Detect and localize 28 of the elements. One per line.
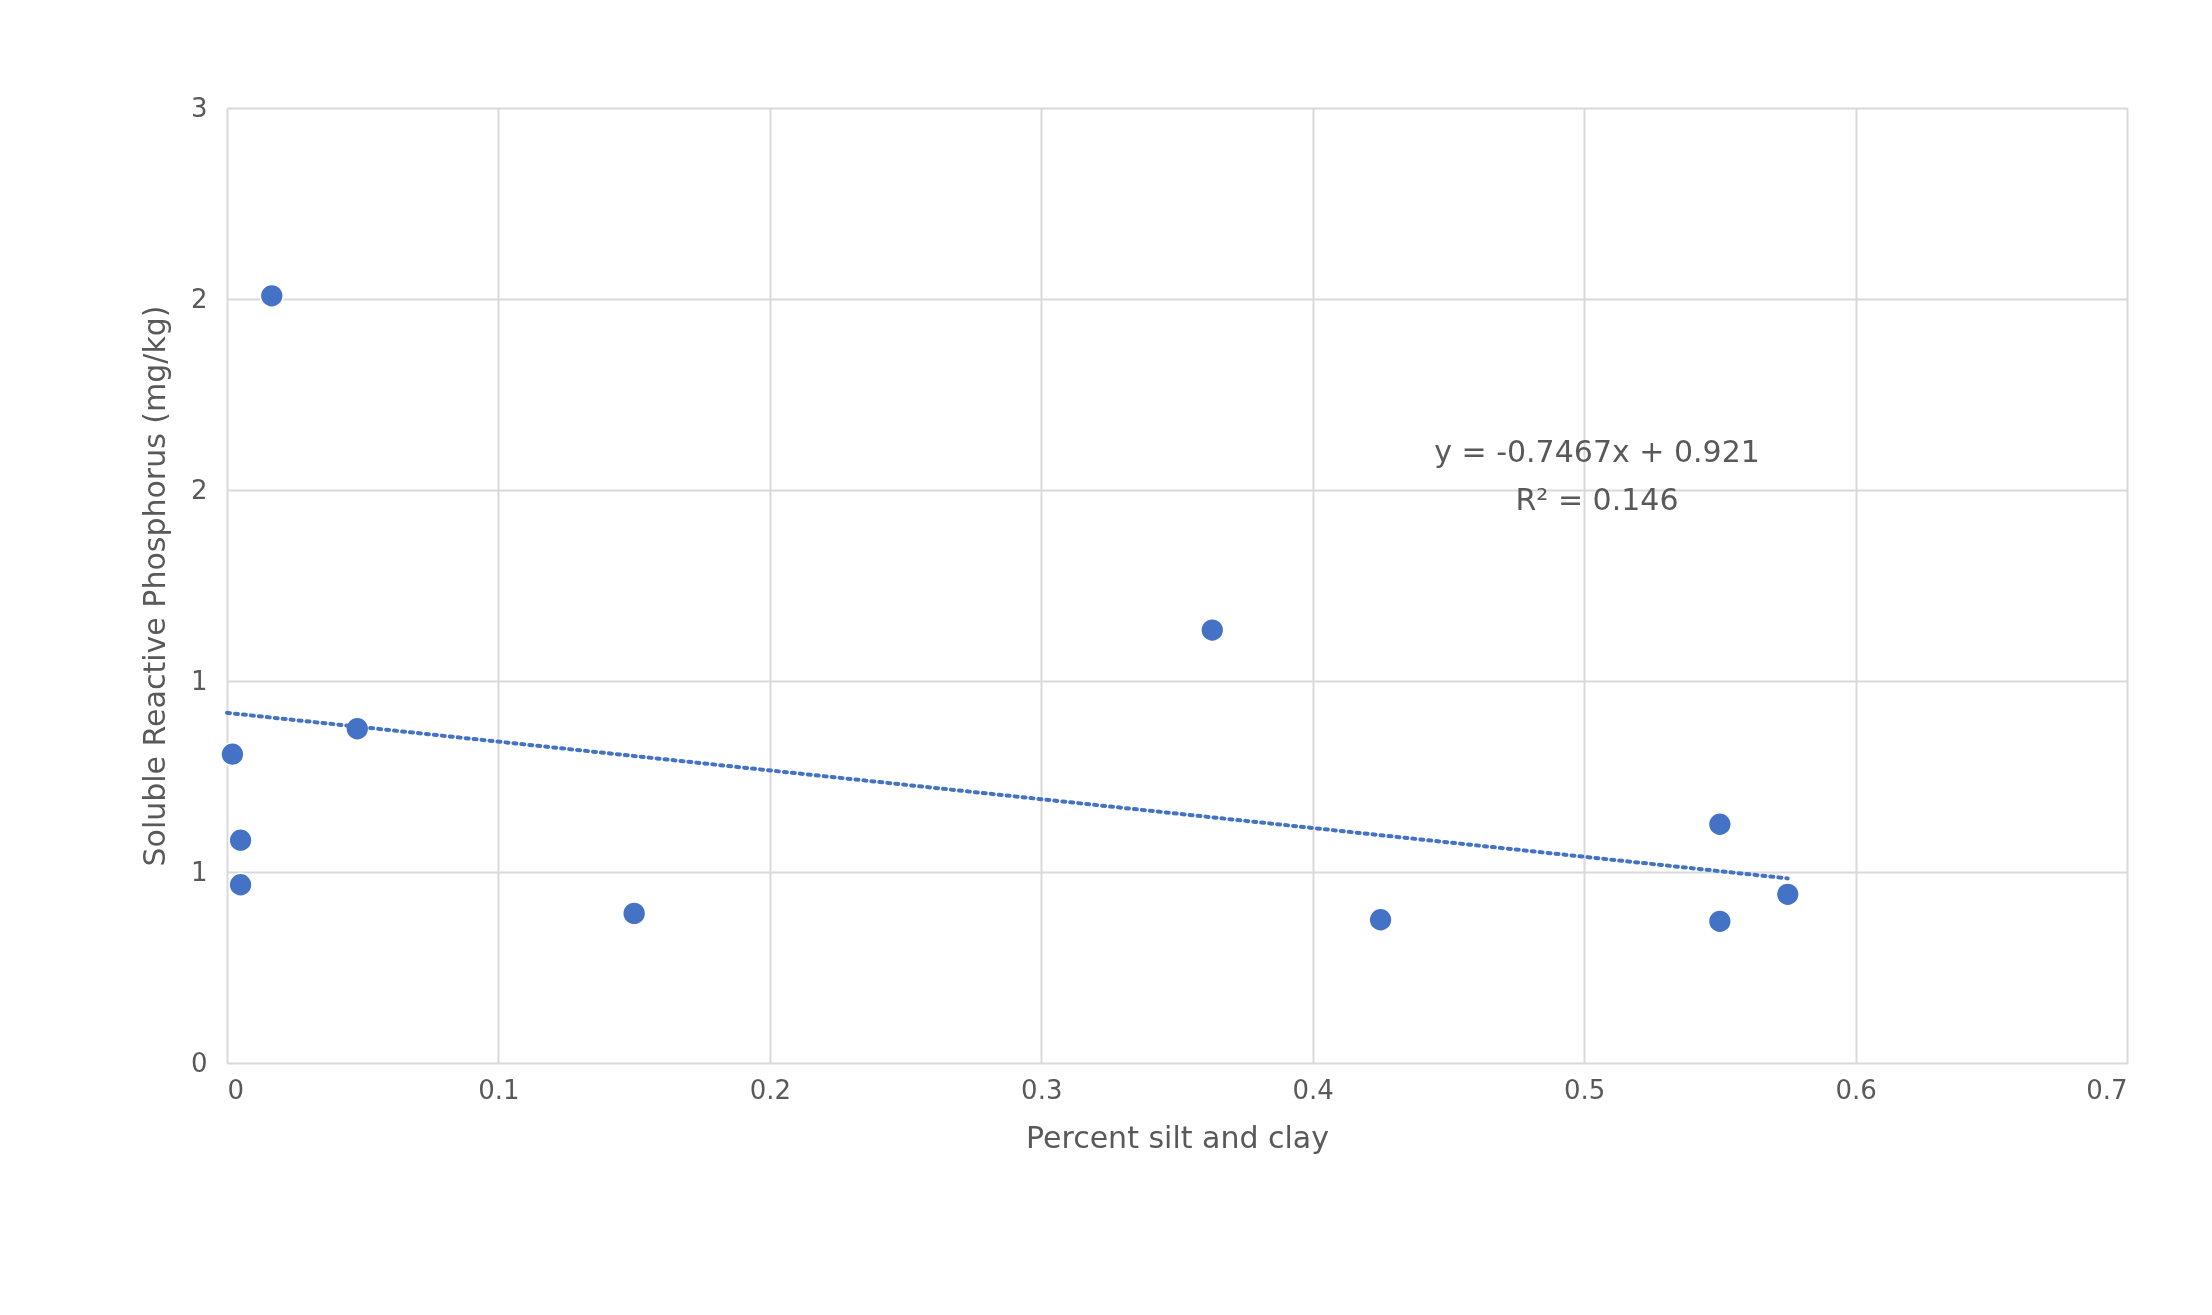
- annotation: R² = 0.146: [1515, 482, 1679, 517]
- x-tick-label: 0.3: [1021, 1074, 1063, 1105]
- x-tick-label: 0.4: [1292, 1074, 1334, 1105]
- point: [621, 901, 647, 926]
- x-tick-label: 0: [227, 1074, 245, 1105]
- x-tick-label: 0.5: [1563, 1074, 1606, 1105]
- x-tick-label: 0.1: [478, 1074, 520, 1105]
- x-tick-label: 0.7: [2086, 1074, 2128, 1105]
- point: [1707, 909, 1733, 934]
- y-tick-label: 1: [190, 856, 208, 887]
- point: [228, 828, 253, 853]
- y-tick-label: 1: [190, 665, 208, 696]
- point: [1707, 812, 1733, 837]
- point: [259, 283, 284, 308]
- point: [1200, 617, 1225, 643]
- point: [220, 742, 245, 767]
- y-tick-label: 2: [190, 474, 208, 505]
- y-tick-label: 2: [190, 283, 208, 314]
- y-tick-label: 3: [190, 92, 208, 123]
- point: [228, 872, 253, 897]
- point: [1775, 882, 1800, 907]
- point: [1368, 907, 1393, 932]
- annotation: y = -0.7467x + 0.921: [1434, 434, 1760, 469]
- y-axis-title: Soluble Reactive Phosphorus (mg/kg): [136, 305, 172, 867]
- x-tick-label: 0.2: [749, 1074, 792, 1105]
- y-tick-label: 0: [190, 1047, 208, 1078]
- x-tick-label: 0.6: [1835, 1074, 1877, 1105]
- x-axis-title: Percent silt and clay: [1026, 1119, 1329, 1155]
